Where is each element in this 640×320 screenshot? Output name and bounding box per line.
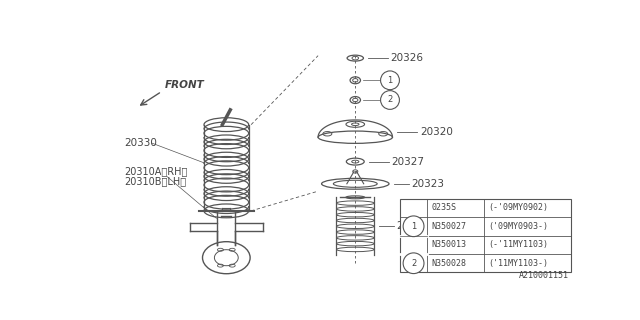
- Text: 20326: 20326: [391, 53, 424, 63]
- Text: N350027: N350027: [431, 222, 466, 231]
- Text: 2: 2: [387, 95, 392, 105]
- Text: ('11MY1103-): ('11MY1103-): [488, 259, 548, 268]
- Text: 20330: 20330: [125, 138, 157, 148]
- Text: A210001151: A210001151: [518, 271, 568, 280]
- Text: FRONT: FRONT: [164, 80, 204, 90]
- Ellipse shape: [381, 91, 399, 109]
- Bar: [400, 198, 571, 273]
- Text: N350013: N350013: [431, 240, 466, 249]
- Text: 20310B〈LH〉: 20310B〈LH〉: [125, 176, 187, 186]
- Text: 1: 1: [411, 222, 416, 231]
- Text: N350028: N350028: [431, 259, 466, 268]
- Text: (-'09MY0902): (-'09MY0902): [488, 203, 548, 212]
- Text: (-'11MY1103): (-'11MY1103): [488, 240, 548, 249]
- Text: 2: 2: [411, 259, 416, 268]
- Text: 20327: 20327: [392, 156, 424, 167]
- Text: 20310A〈RH〉: 20310A〈RH〉: [125, 166, 188, 176]
- Ellipse shape: [381, 71, 399, 90]
- Text: ('09MY0903-): ('09MY0903-): [488, 222, 548, 231]
- Text: 20323: 20323: [412, 179, 444, 189]
- Text: 20320: 20320: [420, 127, 452, 137]
- Text: 20322: 20322: [396, 221, 429, 231]
- Ellipse shape: [403, 216, 424, 236]
- Text: 1: 1: [387, 76, 392, 85]
- Text: 0235S: 0235S: [431, 203, 456, 212]
- Ellipse shape: [403, 253, 424, 274]
